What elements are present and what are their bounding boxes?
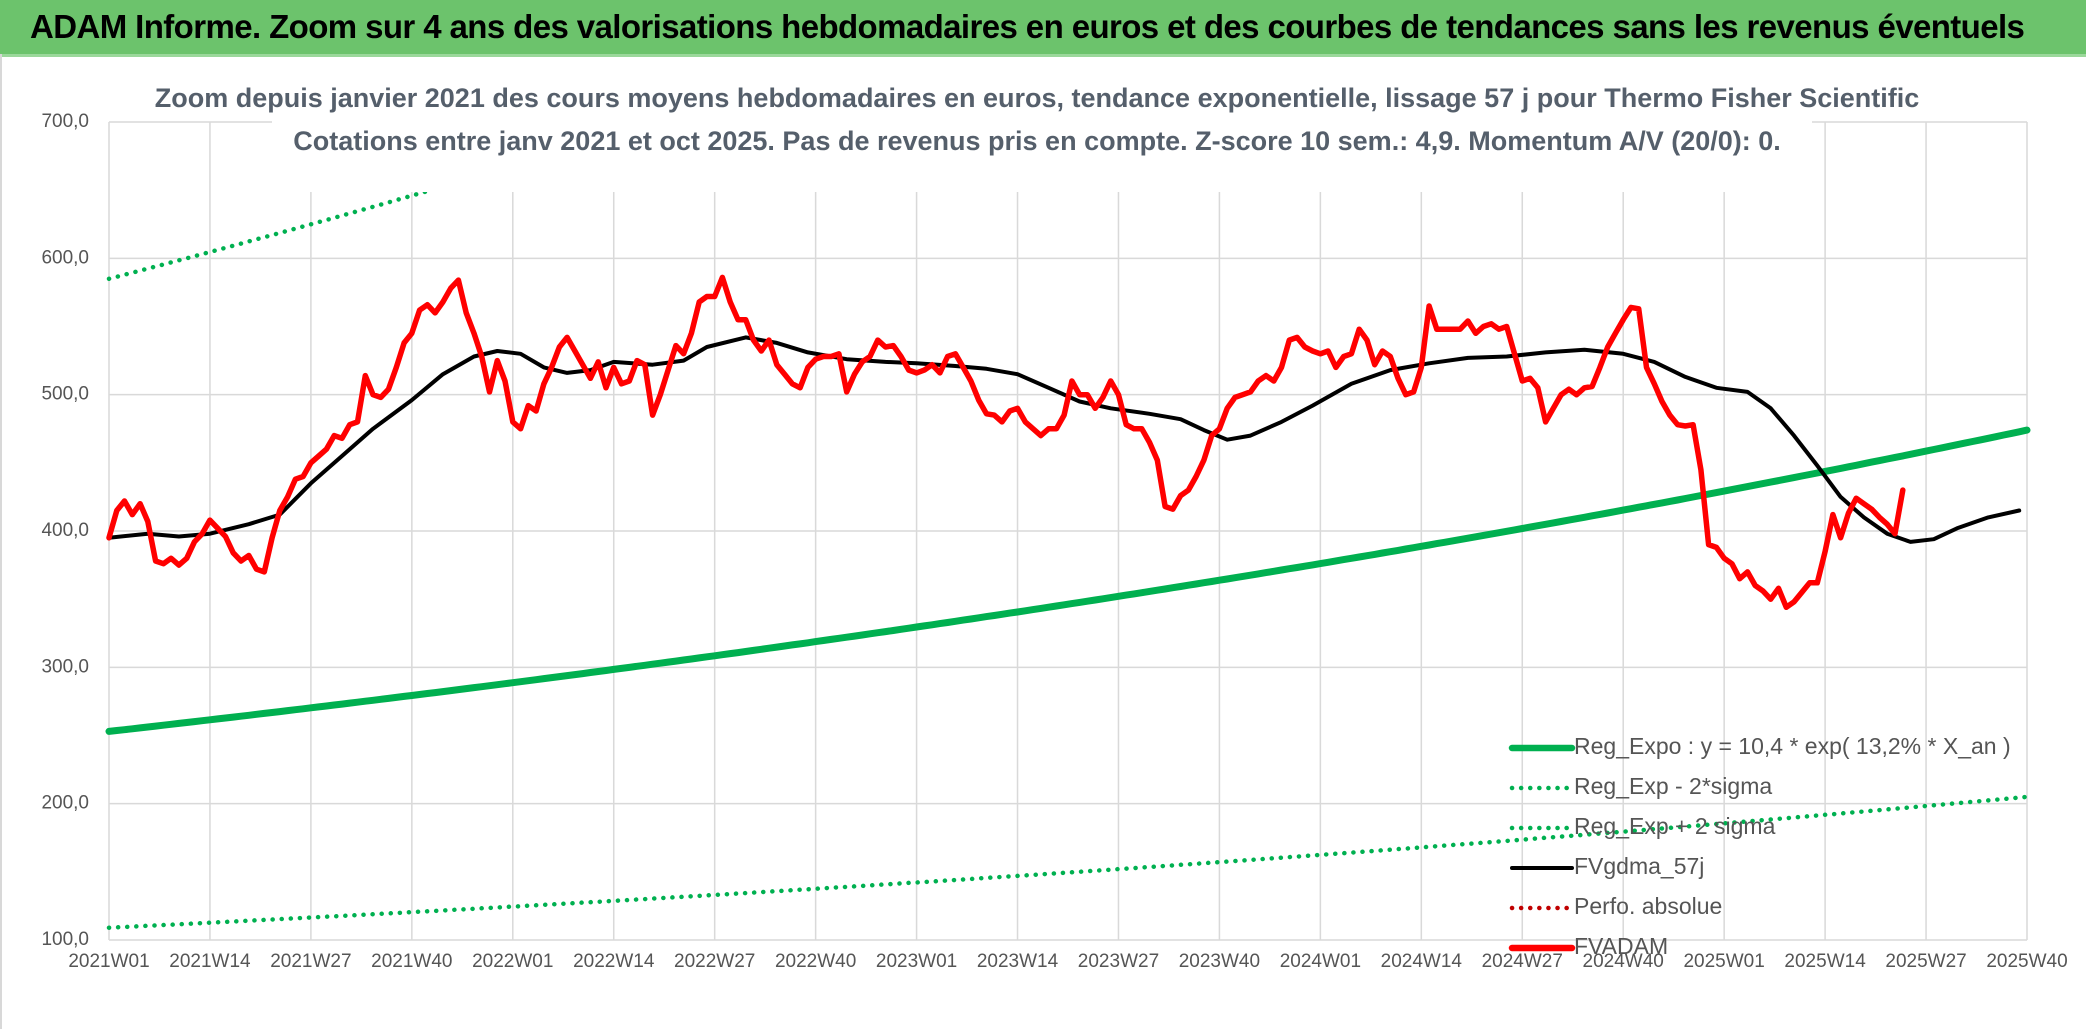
legend-label: FVgdma_57j — [1574, 853, 1704, 879]
y-axis: 100,0 200,0 300,0 400,0 500,0 600,0 700,0 — [41, 111, 89, 950]
x-tick-label: 2025W40 — [1986, 951, 2067, 972]
chart-subtitle: Cotations entre janv 2021 et oct 2025. P… — [293, 126, 1781, 156]
legend-label: Perfo. absolue — [1574, 893, 1722, 919]
legend: Reg_Expo : y = 10,4 * exp( 13,2% * X_an … — [1508, 733, 2011, 959]
legend-label: Reg_Exp + 2 sigma — [1574, 813, 1776, 839]
x-tick-label: 2021W40 — [371, 951, 452, 972]
x-tick-label: 2024W01 — [1280, 951, 1361, 972]
legend-label: Reg_Exp - 2*sigma — [1574, 773, 1772, 799]
x-tick-label: 2022W14 — [573, 951, 655, 972]
series — [105, 118, 2031, 930]
legend-label: FVADAM — [1574, 933, 1668, 959]
title-backdrop — [272, 80, 1812, 192]
x-tick-label: 2022W40 — [775, 951, 856, 972]
x-tick-label: 2024W14 — [1381, 951, 1463, 972]
report-title: ADAM Informe. Zoom sur 4 ans des valoris… — [30, 8, 2025, 45]
y-tick-label: 500,0 — [41, 384, 89, 405]
y-tick-label: 700,0 — [41, 111, 89, 132]
report-banner: ADAM Informe. Zoom sur 4 ans des valoris… — [0, 0, 2086, 57]
series-fvadam — [106, 274, 1906, 611]
x-tick-label: 2022W27 — [674, 951, 755, 972]
x-tick-label: 2021W14 — [169, 951, 251, 972]
series-reg-exp-2-sigma — [106, 794, 2030, 930]
x-tick-label: 2024W40 — [1583, 951, 1664, 972]
series-reg-expo-y-10-4-exp-13-2-x-an — [105, 426, 2031, 735]
chart-title: Zoom depuis janvier 2021 des cours moyen… — [155, 83, 1920, 113]
legend-label: Reg_Expo : y = 10,4 * exp( 13,2% * X_an … — [1574, 733, 2011, 759]
x-tick-label: 2024W27 — [1482, 951, 1563, 972]
y-tick-label: 600,0 — [41, 247, 89, 268]
y-tick-label: 300,0 — [41, 656, 89, 677]
grid — [108, 121, 2028, 941]
x-tick-label: 2025W01 — [1683, 951, 1764, 972]
chart-svg: 100,0 200,0 300,0 400,0 500,0 600,0 700,0 2021… — [41, 80, 2068, 972]
y-tick-label: 100,0 — [41, 929, 89, 950]
x-tick-label: 2023W01 — [876, 951, 957, 972]
chart-frame: 100,0 200,0 300,0 400,0 500,0 600,0 700,0 2021… — [0, 54, 2086, 1029]
x-tick-label: 2025W27 — [1885, 951, 1966, 972]
x-tick-label: 2021W27 — [270, 951, 351, 972]
x-tick-label: 2023W27 — [1078, 951, 1159, 972]
series-fvgdma-57j — [107, 335, 2022, 544]
x-axis: 2021W01 2021W14 2021W27 2021W40 2022W01 2022W… — [68, 951, 2067, 972]
x-tick-label: 2023W14 — [977, 951, 1059, 972]
x-tick-label: 2023W40 — [1179, 951, 1260, 972]
x-tick-label: 2025W14 — [1784, 951, 1866, 972]
x-tick-label: 2022W01 — [472, 951, 553, 972]
y-tick-label: 200,0 — [41, 793, 89, 814]
x-tick-label: 2021W01 — [68, 951, 149, 972]
y-tick-label: 400,0 — [41, 520, 89, 541]
